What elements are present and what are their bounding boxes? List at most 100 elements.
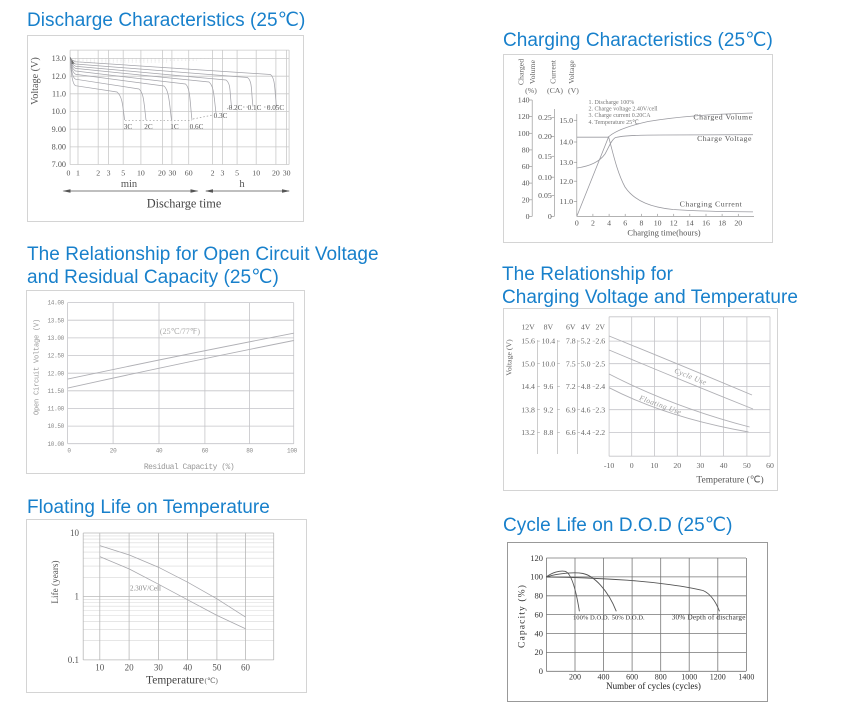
svg-text:6: 6 <box>623 219 627 228</box>
svg-text:18: 18 <box>718 219 726 228</box>
svg-text:30: 30 <box>154 663 164 673</box>
svg-text:Number of cycles (cycles): Number of cycles (cycles) <box>606 681 701 691</box>
svg-text:Voltage: Voltage <box>567 60 576 84</box>
svg-text:100: 100 <box>530 572 543 582</box>
svg-text:1C: 1C <box>170 123 179 131</box>
svg-text:Voltage (V): Voltage (V) <box>505 339 514 376</box>
svg-text:Temperature (℃): Temperature (℃) <box>696 475 763 486</box>
svg-text:2: 2 <box>96 169 100 178</box>
svg-text:20: 20 <box>272 169 280 178</box>
svg-text:2.6: 2.6 <box>595 337 605 346</box>
svg-text:0.2C: 0.2C <box>229 104 243 112</box>
svg-text:11.50: 11.50 <box>47 388 64 395</box>
svg-text:14.4: 14.4 <box>521 382 535 391</box>
svg-text:6.6: 6.6 <box>566 428 576 437</box>
svg-text:10: 10 <box>651 461 659 470</box>
svg-text:Capacity (%): Capacity (%) <box>517 584 528 648</box>
svg-text:Life (years): Life (years) <box>50 560 60 603</box>
svg-text:Volume: Volume <box>528 59 537 84</box>
svg-text:60: 60 <box>766 461 774 470</box>
svg-text:Charge Voltage: Charge Voltage <box>697 134 752 143</box>
svg-text:0.1: 0.1 <box>68 655 79 665</box>
svg-text:(℃): (℃) <box>205 676 219 685</box>
svg-text:(CA): (CA) <box>547 86 563 95</box>
svg-text:13.0: 13.0 <box>559 158 573 167</box>
svg-text:12.0: 12.0 <box>559 177 573 186</box>
svg-text:13.2: 13.2 <box>521 428 535 437</box>
svg-text:60: 60 <box>535 609 544 619</box>
svg-text:10.0: 10.0 <box>52 107 66 116</box>
svg-text:7.00: 7.00 <box>52 160 66 169</box>
svg-text:0: 0 <box>575 219 579 228</box>
svg-text:16: 16 <box>702 219 710 228</box>
svg-text:14.00: 14.00 <box>47 300 64 307</box>
svg-text:0.20: 0.20 <box>538 132 552 141</box>
svg-text:13.0: 13.0 <box>52 54 66 63</box>
svg-text:80: 80 <box>522 146 530 155</box>
svg-text:14.0: 14.0 <box>559 138 573 147</box>
svg-text:2. Charge voltage 2.40V/cell: 2. Charge voltage 2.40V/cell <box>589 107 658 113</box>
svg-text:0.6C: 0.6C <box>190 123 204 131</box>
svg-text:4V: 4V <box>581 323 591 332</box>
svg-text:8V: 8V <box>544 323 554 332</box>
svg-text:10: 10 <box>70 528 80 538</box>
svg-text:60: 60 <box>241 663 251 673</box>
svg-text:5: 5 <box>235 169 239 178</box>
svg-text:9.00: 9.00 <box>52 125 66 134</box>
svg-text:120: 120 <box>530 553 543 563</box>
svg-text:10.50: 10.50 <box>47 423 64 430</box>
svg-text:6V: 6V <box>566 323 576 332</box>
svg-text:140: 140 <box>518 96 530 105</box>
svg-text:20: 20 <box>734 219 742 228</box>
svg-text:3: 3 <box>107 169 111 178</box>
svg-text:11.0: 11.0 <box>52 89 66 98</box>
svg-text:20: 20 <box>673 461 681 470</box>
svg-text:8.8: 8.8 <box>544 428 554 437</box>
svg-text:h: h <box>239 179 245 190</box>
svg-text:50: 50 <box>212 663 222 673</box>
svg-text:10.4: 10.4 <box>542 337 556 346</box>
svg-text:50: 50 <box>743 461 751 470</box>
svg-text:Charging time(hours): Charging time(hours) <box>627 228 700 238</box>
svg-text:(V): (V) <box>568 86 579 95</box>
svg-text:0.3C: 0.3C <box>214 112 228 120</box>
svg-text:400: 400 <box>598 673 610 682</box>
svg-text:40: 40 <box>183 663 193 673</box>
svg-text:50% D.O.D.: 50% D.O.D. <box>612 614 645 621</box>
svg-text:3. Charge current 0.20CA: 3. Charge current 0.20CA <box>589 113 652 119</box>
svg-text:2: 2 <box>591 219 595 228</box>
svg-text:7.5: 7.5 <box>566 359 576 368</box>
svg-text:5.2: 5.2 <box>581 337 591 346</box>
svg-text:10: 10 <box>654 219 662 228</box>
svg-text:2.3: 2.3 <box>595 405 605 414</box>
svg-text:100: 100 <box>287 448 298 455</box>
svg-text:4: 4 <box>607 219 611 228</box>
svg-text:14: 14 <box>686 219 694 228</box>
svg-text:1: 1 <box>75 591 80 601</box>
svg-text:9.6: 9.6 <box>544 382 554 391</box>
svg-text:Voltage (V): Voltage (V) <box>30 57 41 105</box>
svg-text:0.15: 0.15 <box>538 152 552 161</box>
svg-text:800: 800 <box>655 673 667 682</box>
svg-text:Charging Current: Charging Current <box>680 200 743 209</box>
svg-text:0: 0 <box>526 212 530 221</box>
svg-text:0.25: 0.25 <box>538 113 552 122</box>
svg-text:(25℃/77℉): (25℃/77℉) <box>160 327 200 336</box>
svg-text:15.0: 15.0 <box>521 359 535 368</box>
svg-text:9.2: 9.2 <box>544 405 554 414</box>
svg-text:4.8: 4.8 <box>581 382 591 391</box>
svg-text:12.50: 12.50 <box>47 353 64 360</box>
svg-text:10: 10 <box>252 169 260 178</box>
svg-text:0: 0 <box>67 448 71 455</box>
svg-text:12.00: 12.00 <box>47 370 64 377</box>
svg-text:1400: 1400 <box>738 673 754 682</box>
svg-text:100: 100 <box>518 129 530 138</box>
svg-text:1. Discharge 100%: 1. Discharge 100% <box>589 100 635 106</box>
svg-text:20: 20 <box>535 647 544 657</box>
svg-text:8.00: 8.00 <box>52 143 66 152</box>
svg-text:1200: 1200 <box>710 673 726 682</box>
svg-text:Open Circuit Voltage (V): Open Circuit Voltage (V) <box>34 319 42 415</box>
svg-text:10: 10 <box>137 169 145 178</box>
svg-text:60: 60 <box>185 169 193 178</box>
svg-text:80: 80 <box>535 591 544 601</box>
